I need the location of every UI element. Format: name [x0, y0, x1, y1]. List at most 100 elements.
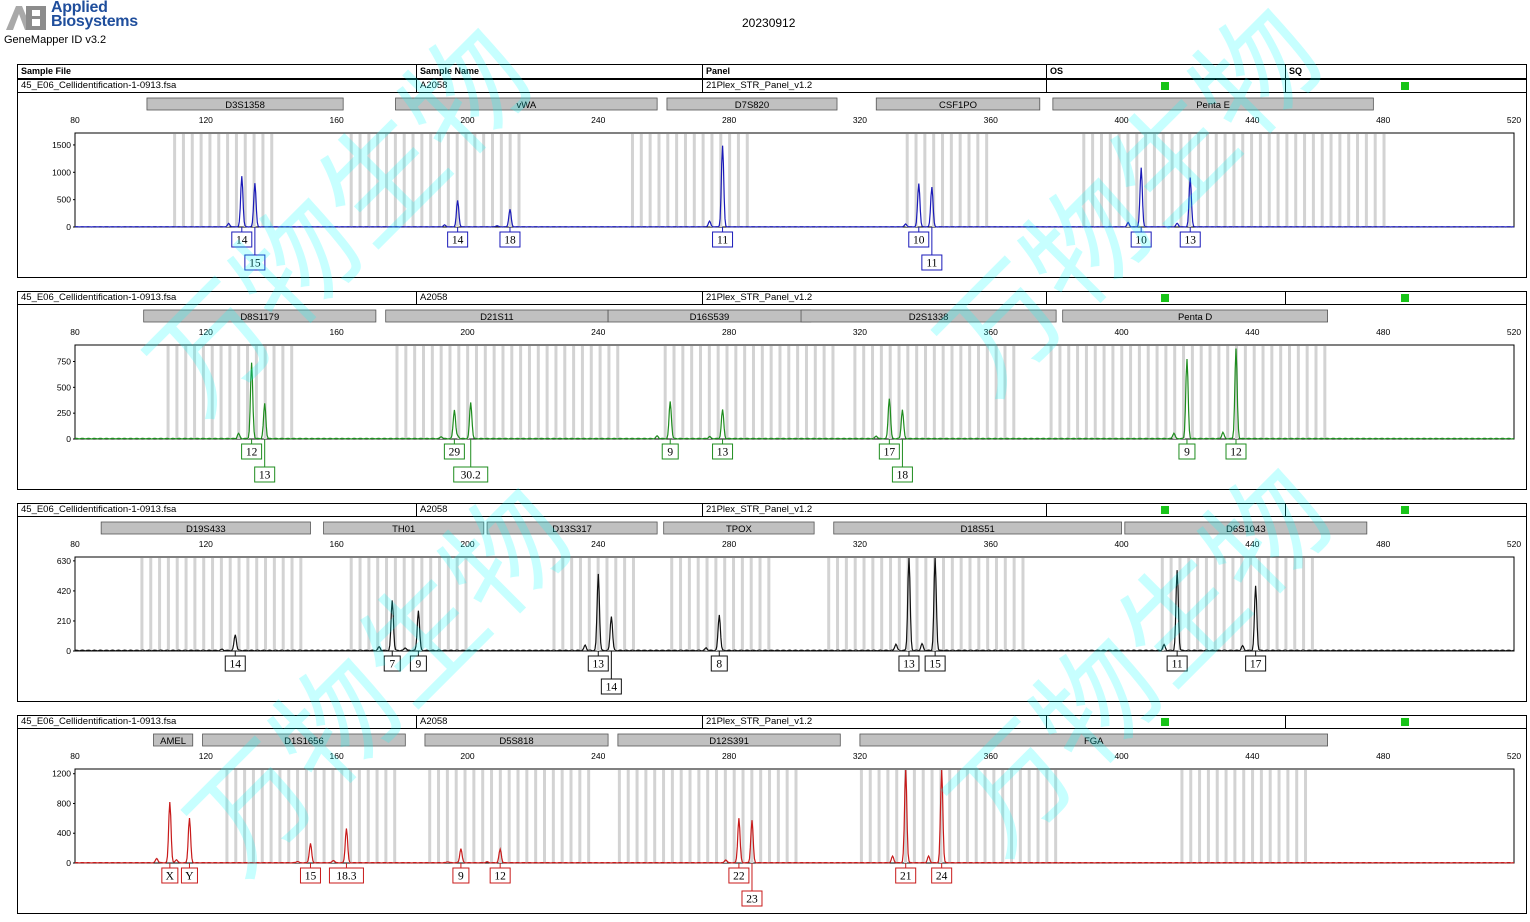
allele-call-box[interactable]	[921, 254, 943, 271]
allele-bin	[967, 134, 971, 227]
allele-call-box[interactable]	[728, 867, 750, 884]
allele-bin	[1259, 770, 1263, 863]
allele-bin	[193, 558, 197, 651]
allele-call-box[interactable]	[895, 867, 917, 884]
allele-call-box[interactable]	[452, 867, 470, 884]
allele-call-box[interactable]	[299, 867, 321, 884]
allele-bin	[728, 134, 732, 227]
allele-call-box[interactable]	[712, 231, 734, 248]
allele-call-box[interactable]	[587, 655, 609, 672]
allele-call-box[interactable]	[924, 655, 946, 672]
allele-bin	[1215, 770, 1219, 863]
allele-call-box[interactable]	[489, 867, 511, 884]
allele-call-box[interactable]	[383, 655, 401, 672]
allele-call-box[interactable]	[231, 231, 253, 248]
allele-bin	[202, 558, 206, 651]
allele-call-box[interactable]	[741, 890, 763, 907]
allele-call-box[interactable]	[161, 867, 179, 884]
allele-bin	[1286, 770, 1290, 863]
marker-label: AMEL	[160, 736, 186, 747]
allele-call-label: 29	[449, 447, 461, 459]
allele-call-box[interactable]	[931, 867, 953, 884]
allele-call-box[interactable]	[710, 655, 728, 672]
allele-call-box[interactable]	[908, 231, 930, 248]
allele-bin	[1189, 770, 1193, 863]
x-tick-label: 160	[330, 327, 344, 337]
allele-bin	[906, 558, 910, 651]
allele-call-box[interactable]	[1179, 231, 1201, 248]
allele-bin	[589, 346, 593, 439]
sample-file: 45_E06_Cellidentification-1-0913.fsa	[21, 716, 177, 727]
allele-bin	[1135, 134, 1139, 227]
allele-call-box[interactable]	[447, 231, 469, 248]
allele-call-box[interactable]	[224, 655, 246, 672]
allele-call-box[interactable]	[244, 254, 266, 271]
allele-call-box[interactable]	[1245, 655, 1267, 672]
y-tick-label: 0	[66, 858, 71, 868]
allele-bin	[614, 558, 618, 651]
report-header: Applied Biosystems GeneMapper ID v3.2 20…	[0, 0, 1530, 60]
allele-bin	[246, 346, 250, 439]
allele-call-box[interactable]	[878, 443, 900, 460]
allele-bin	[968, 558, 972, 651]
allele-bin	[508, 134, 512, 227]
allele-bin	[366, 770, 370, 863]
allele-call-box[interactable]	[453, 466, 489, 483]
allele-bin	[1266, 558, 1270, 651]
allele-bin	[1018, 770, 1022, 863]
allele-bin	[679, 558, 683, 651]
marker-label: D12S391	[709, 736, 749, 747]
allele-call-box[interactable]	[1166, 655, 1188, 672]
allele-bin	[679, 770, 683, 863]
x-tick-label: 440	[1245, 115, 1259, 125]
allele-bin	[760, 346, 764, 439]
allele-bin	[349, 134, 353, 227]
allele-bin	[723, 770, 727, 863]
allele-bin	[879, 346, 883, 439]
signal-trace	[74, 557, 1515, 652]
allele-bin	[385, 134, 389, 227]
allele-bin	[986, 558, 990, 651]
allele-bin	[184, 346, 188, 439]
allele-bin	[1310, 558, 1314, 651]
allele-call-box[interactable]	[180, 867, 198, 884]
allele-bin	[958, 134, 962, 227]
allele-call-box[interactable]	[712, 443, 734, 460]
allele-call-box[interactable]	[409, 655, 427, 672]
allele-bin	[794, 770, 798, 863]
allele-bin	[696, 558, 700, 651]
allele-call-box[interactable]	[1225, 443, 1247, 460]
column-sample-name: Sample Name	[420, 66, 480, 76]
allele-bin	[630, 134, 634, 227]
x-tick-label: 280	[722, 115, 736, 125]
allele-bin	[880, 558, 884, 651]
allele-bin	[402, 134, 406, 227]
allele-call-box[interactable]	[600, 678, 622, 695]
allele-bin	[871, 346, 875, 439]
allele-bin	[1012, 558, 1016, 651]
allele-call-box[interactable]	[1130, 231, 1152, 248]
allele-call-box[interactable]	[891, 466, 913, 483]
allele-bin	[670, 558, 674, 651]
allele-call-label: 13	[1184, 235, 1196, 247]
allele-bin	[1003, 346, 1007, 439]
allele-bin	[1010, 770, 1014, 863]
allele-call-box[interactable]	[443, 443, 465, 460]
allele-bin	[1126, 134, 1130, 227]
allele-call-box[interactable]	[661, 443, 679, 460]
allele-call-box[interactable]	[254, 466, 276, 483]
x-tick-label: 520	[1507, 115, 1521, 125]
sample-name: A2058	[420, 292, 448, 303]
allele-call-box[interactable]	[499, 231, 521, 248]
allele-bin	[1205, 134, 1209, 227]
allele-call-box[interactable]	[328, 867, 364, 884]
allele-bin	[1373, 134, 1377, 227]
allele-bin	[1231, 558, 1235, 651]
x-tick-label: 360	[984, 751, 998, 761]
x-tick-label: 280	[722, 751, 736, 761]
allele-bin	[822, 346, 826, 439]
allele-call-box[interactable]	[241, 443, 263, 460]
allele-bin	[767, 558, 771, 651]
allele-call-box[interactable]	[898, 655, 920, 672]
allele-call-box[interactable]	[1178, 443, 1196, 460]
